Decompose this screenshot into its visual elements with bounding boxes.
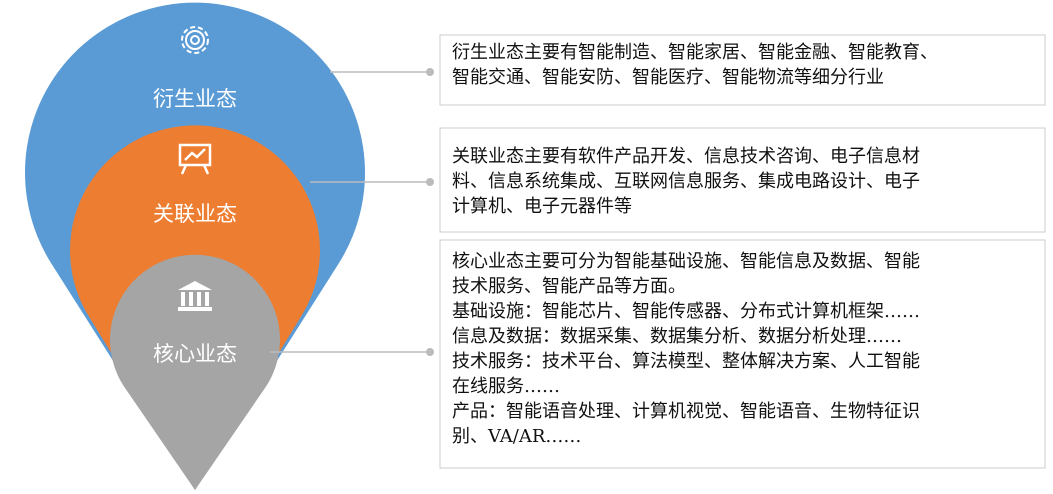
description-line: 智能交通、智能安防、智能医疗、智能物流等细分行业	[452, 67, 884, 88]
layer-label: 关联业态	[153, 202, 237, 226]
inner-layer	[110, 254, 281, 490]
layer-label: 核心业态	[153, 342, 237, 366]
description-line: 计算机、电子元器件等	[452, 196, 632, 217]
bank-icon	[178, 281, 212, 311]
description-line: 信息及数据：数据采集、数据集分析、数据分析处理……	[452, 326, 902, 347]
description-line: 技术服务、智能产品等方面。	[452, 276, 686, 297]
gear-icon	[181, 26, 209, 54]
board-icon	[178, 143, 212, 175]
description-line: 基础设施：智能芯片、智能传感器、分布式计算机框架……	[452, 301, 920, 322]
description-line: 技术服务：技术平台、算法模型、整体解决方案、人工智能	[452, 351, 920, 372]
description-line: 别、VA/AR……	[452, 426, 581, 447]
connectors	[270, 71, 430, 353]
description-line: 在线服务……	[452, 376, 560, 397]
boxes	[439, 34, 1046, 469]
connector-dots	[426, 68, 434, 356]
description-line: 产品：智能语音处理、计算机视觉、智能语音、生物特征识	[452, 401, 920, 422]
layer-label: 衍生业态	[153, 87, 237, 111]
description-line: 料、信息系统集成、互联网信息服务、集成电路设计、电子	[452, 171, 920, 192]
description-line: 关联业态主要有软件产品开发、信息技术咨询、电子信息材	[452, 146, 920, 167]
description-line: 核心业态主要可分为智能基础设施、智能信息及数据、智能	[452, 251, 920, 272]
description-line: 衍生业态主要有智能制造、智能家居、智能金融、智能教育、	[452, 42, 938, 63]
